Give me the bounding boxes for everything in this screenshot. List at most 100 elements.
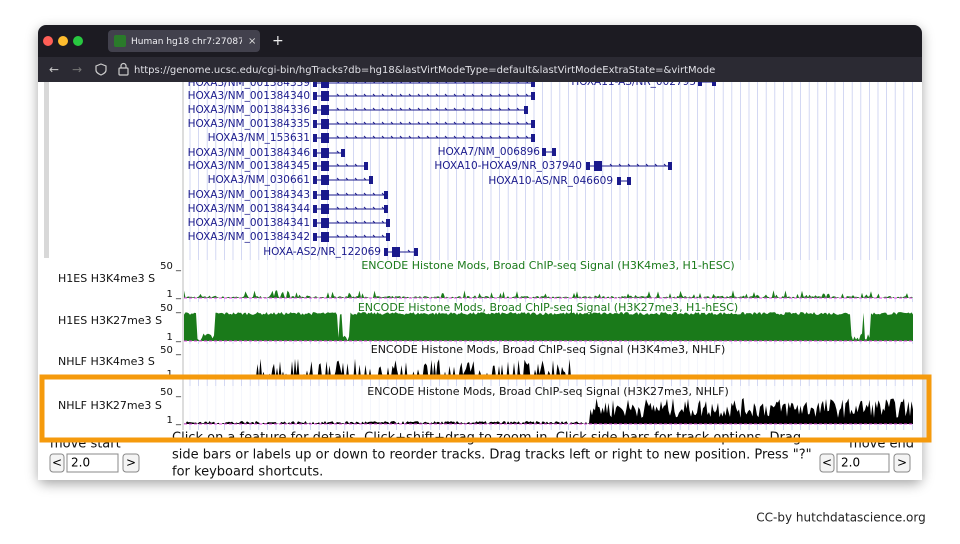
gene-exon[interactable] bbox=[321, 78, 329, 88]
gene-exon[interactable] bbox=[321, 119, 329, 129]
gene-exon[interactable] bbox=[386, 233, 390, 241]
gene-exon[interactable] bbox=[627, 177, 631, 185]
gene-exon[interactable] bbox=[524, 106, 528, 114]
gene-exon[interactable] bbox=[364, 162, 368, 170]
lock-icon[interactable] bbox=[118, 67, 129, 76]
gene-exon[interactable] bbox=[313, 134, 317, 142]
gene-exon[interactable] bbox=[552, 148, 556, 156]
back-button[interactable]: ← bbox=[49, 63, 59, 77]
gene-exon[interactable] bbox=[369, 176, 373, 184]
forward-button[interactable]: → bbox=[72, 63, 82, 77]
gene-label[interactable]: HOXA10-AS/NR_046609 bbox=[488, 175, 613, 187]
gene-exon[interactable] bbox=[321, 161, 329, 171]
gene-exon[interactable] bbox=[313, 205, 317, 213]
gene-label[interactable]: HOXA-AS2/NR_122069 bbox=[263, 246, 381, 258]
track-title[interactable]: ENCODE Histone Mods, Broad ChIP-seq Sign… bbox=[361, 259, 734, 272]
gene-exon[interactable] bbox=[384, 205, 388, 213]
track-label[interactable]: NHLF H3K27me3 S bbox=[58, 399, 162, 412]
gene-exon[interactable] bbox=[392, 247, 400, 257]
gene-exon[interactable] bbox=[617, 177, 621, 185]
move-start-right[interactable]: > bbox=[126, 456, 136, 470]
track-label[interactable]: H1ES H3K4me3 S bbox=[58, 272, 155, 285]
gene-label[interactable]: HOXA3/NM_001384340 bbox=[188, 90, 310, 102]
gene-exon[interactable] bbox=[313, 79, 317, 87]
track-title[interactable]: ENCODE Histone Mods, Broad ChIP-seq Sign… bbox=[371, 343, 726, 356]
intron-arrow bbox=[399, 135, 403, 139]
shield-icon[interactable] bbox=[95, 63, 107, 76]
side-bar[interactable] bbox=[44, 82, 49, 258]
gene-label[interactable]: HOXA3/NM_001384345 bbox=[188, 160, 310, 172]
gene-exon[interactable] bbox=[542, 148, 546, 156]
gene-label[interactable]: HOXA3/NM_001384341 bbox=[188, 217, 310, 229]
move-start-left[interactable]: < bbox=[52, 456, 62, 470]
gene-exon[interactable] bbox=[341, 149, 345, 157]
gene-label[interactable]: HOXA3/NM_030661 bbox=[208, 174, 310, 186]
move-end-right-box[interactable] bbox=[893, 453, 911, 473]
gene-exon[interactable] bbox=[384, 248, 388, 256]
minimize-button[interactable] bbox=[58, 36, 68, 46]
move-start-right-box[interactable] bbox=[122, 453, 140, 473]
gene-exon[interactable] bbox=[531, 92, 535, 100]
gene-label[interactable]: HOXA10-HOXA9/NR_037940 bbox=[434, 160, 582, 172]
scale-min: 1 _ bbox=[166, 415, 182, 426]
gene-label[interactable]: HOXA3/NM_001384342 bbox=[188, 231, 310, 243]
gene-exon[interactable] bbox=[594, 161, 602, 171]
gene-label[interactable]: HOXA11-AS/NR_002795 bbox=[571, 76, 696, 88]
maximize-button[interactable] bbox=[73, 36, 83, 46]
gene-exon[interactable] bbox=[712, 78, 716, 86]
gene-label[interactable]: HOXA3/NM_001384339 bbox=[188, 77, 310, 89]
move-end-left-box[interactable] bbox=[819, 453, 835, 473]
move-start-left-box[interactable] bbox=[49, 453, 65, 473]
track-title[interactable]: ENCODE Histone Mods, Broad ChIP-seq Sign… bbox=[367, 385, 729, 398]
gene-exon[interactable] bbox=[313, 233, 317, 241]
gene-exon[interactable] bbox=[531, 134, 535, 142]
track-label[interactable]: NHLF H3K4me3 S bbox=[58, 355, 155, 368]
move-end-left[interactable]: < bbox=[822, 456, 832, 470]
gene-exon[interactable] bbox=[321, 148, 329, 158]
move-end-input-box[interactable] bbox=[836, 453, 890, 473]
gene-label[interactable]: HOXA7/NM_006896 bbox=[438, 146, 541, 158]
gene-label[interactable]: HOXA3/NM_001384344 bbox=[188, 203, 311, 215]
gene-exon[interactable] bbox=[321, 91, 329, 101]
move-end-input[interactable]: 2.0 bbox=[841, 456, 860, 470]
gene-exon[interactable] bbox=[531, 79, 535, 87]
gene-exon[interactable] bbox=[668, 162, 672, 170]
close-button[interactable] bbox=[43, 36, 53, 46]
gene-exon[interactable] bbox=[698, 78, 702, 86]
new-tab[interactable]: + bbox=[272, 33, 284, 49]
move-start-input[interactable]: 2.0 bbox=[71, 456, 90, 470]
move-start-input-box[interactable] bbox=[66, 453, 119, 473]
gene-exon[interactable] bbox=[313, 219, 317, 227]
gene-exon[interactable] bbox=[321, 133, 329, 143]
gene-label[interactable]: HOXA3/NM_001384346 bbox=[188, 147, 311, 159]
signal bbox=[184, 358, 913, 378]
gene-exon[interactable] bbox=[384, 191, 388, 199]
url[interactable]: https://genome.ucsc.edu/cgi-bin/hgTracks… bbox=[134, 65, 798, 76]
tab-close[interactable]: × bbox=[248, 36, 256, 47]
gene-exon[interactable] bbox=[321, 175, 329, 185]
gene-exon[interactable] bbox=[531, 120, 535, 128]
gene-exon[interactable] bbox=[313, 176, 317, 184]
gene-exon[interactable] bbox=[321, 190, 329, 200]
gene-exon[interactable] bbox=[313, 106, 317, 114]
gene-label[interactable]: HOXA3/NM_153631 bbox=[208, 132, 310, 144]
gene-label[interactable]: HOXA3/NM_001384336 bbox=[188, 104, 311, 116]
gene-exon[interactable] bbox=[321, 218, 329, 228]
gene-exon[interactable] bbox=[313, 162, 317, 170]
gene-exon[interactable] bbox=[313, 120, 317, 128]
gene-exon[interactable] bbox=[313, 149, 317, 157]
gene-label[interactable]: HOXA3/NM_001384343 bbox=[188, 189, 310, 201]
gene-exon[interactable] bbox=[321, 232, 329, 242]
gene-label[interactable]: HOXA3/NM_001384335 bbox=[188, 118, 310, 130]
gene-exon[interactable] bbox=[313, 92, 317, 100]
track-title[interactable]: ENCODE Histone Mods, Broad ChIP-seq Sign… bbox=[358, 301, 738, 314]
gene-exon[interactable] bbox=[321, 105, 329, 115]
gene-exon[interactable] bbox=[321, 204, 329, 214]
active-tab[interactable] bbox=[108, 30, 260, 52]
gene-exon[interactable] bbox=[313, 191, 317, 199]
gene-exon[interactable] bbox=[414, 248, 418, 256]
gene-exon[interactable] bbox=[586, 162, 590, 170]
move-end-right[interactable]: > bbox=[897, 456, 907, 470]
gene-exon[interactable] bbox=[386, 219, 390, 227]
track-label[interactable]: H1ES H3K27me3 S bbox=[58, 314, 162, 327]
